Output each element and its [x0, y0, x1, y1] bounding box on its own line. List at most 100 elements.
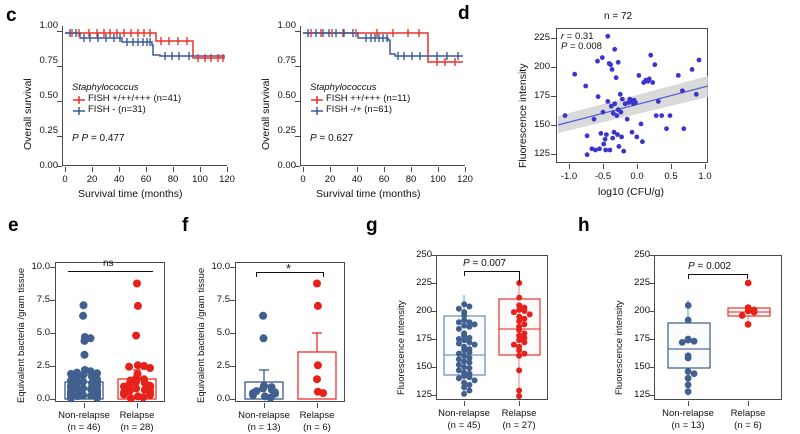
panel-f-sig-tick-right: [323, 272, 325, 277]
ytick-mark: [230, 267, 235, 269]
panel-f-group-label-1: Non-relapse (n = 13): [232, 410, 296, 434]
panel-g-sig-tick-left: [464, 271, 466, 276]
ytick-label: 150: [634, 361, 650, 372]
xtick-label: 100: [192, 174, 208, 185]
panel-f: Equivalent bacteria /gram tissue 10.0 7.…: [178, 215, 358, 433]
ytick-label: 0.50: [39, 90, 59, 101]
xtick-label: 40: [351, 174, 363, 185]
xtick-label: 60: [140, 174, 152, 185]
ytick-label: 175: [634, 333, 650, 344]
ytick-mark: [649, 283, 654, 285]
ytick-label: 5.0: [216, 327, 230, 338]
xtick-mark: [603, 164, 605, 169]
panel-letter-d: d: [458, 3, 470, 24]
ytick-label: 175: [534, 90, 550, 101]
xtick-mark: [438, 167, 440, 172]
group-n: (n = 27): [502, 419, 536, 431]
ytick-mark: [57, 66, 62, 68]
group-title: Non-relapse: [238, 410, 290, 421]
group-title: Relapse: [501, 408, 537, 419]
ytick-mark: [50, 333, 55, 335]
group-n: (n = 6): [734, 419, 762, 431]
panel-h-group-label-2: Relapse (n = 6): [719, 408, 777, 432]
xtick-mark: [384, 167, 386, 172]
panel-g-significance: P = 0.007: [463, 258, 507, 269]
panel-d-title: n = 72: [604, 11, 633, 22]
xtick-label: 0.0: [630, 171, 644, 182]
xtick-mark: [65, 167, 67, 172]
xtick-mark: [317, 403, 319, 408]
ytick-label: 200: [634, 305, 650, 316]
xtick-mark: [519, 401, 521, 406]
panel-c-left-plot-frame: [62, 26, 227, 166]
xtick-mark: [569, 164, 571, 169]
ytick-label: 225: [416, 277, 432, 288]
panel-c-left-curves: [65, 29, 225, 62]
xtick-label: -0.5: [594, 171, 612, 182]
ytick-mark: [295, 31, 300, 33]
group-title: Non-relapse: [58, 410, 110, 421]
xtick-mark: [330, 167, 332, 172]
group-n: (n = 28): [120, 421, 154, 433]
ytick-label: 250: [416, 249, 432, 260]
ytick-mark: [57, 166, 62, 168]
ytick-label: 10.0: [211, 261, 231, 272]
ytick-label: 2.5: [216, 360, 230, 371]
ytick-label: 0.75: [277, 55, 297, 66]
panel-c-left-legend-blue: FISH - (n=31): [88, 104, 146, 115]
panel-f-plot-frame: [235, 262, 345, 402]
panel-h-sig-bar: [688, 274, 748, 276]
ytick-label: 0.75: [39, 55, 59, 66]
panel-c-left: Overall survival 1.00 0.75 0.50 0.25 0.0…: [0, 0, 240, 210]
xtick-mark: [173, 167, 175, 172]
xtick-mark: [671, 164, 673, 169]
ytick-label: 1.00: [277, 20, 297, 31]
xtick-mark: [464, 401, 466, 406]
ytick-mark: [431, 283, 436, 285]
panel-letter-f: f: [182, 215, 189, 236]
xtick-label: 120: [219, 174, 235, 185]
legend-marker-blue: [311, 107, 323, 115]
xtick-label: 20: [324, 174, 336, 185]
xtick-mark: [92, 167, 94, 172]
group-title: Non-relapse: [438, 408, 490, 419]
group-title: Relapse: [730, 408, 766, 419]
panel-e-sig-bar: [68, 271, 153, 273]
group-n: (n = 13): [671, 419, 705, 431]
ytick-mark: [431, 395, 436, 397]
panel-e-group-label-1: Non-relapse (n = 46) Non-relapse (n = 46…: [52, 410, 116, 434]
ytick-label: 0.25: [277, 125, 297, 136]
panel-letter-h: h: [578, 215, 590, 236]
ytick-mark: [230, 399, 235, 401]
ytick-mark: [50, 366, 55, 368]
panel-h-plot-frame: [654, 255, 782, 400]
ytick-label: 125: [634, 389, 650, 400]
ytick-label: 0.0: [216, 393, 230, 404]
ytick-mark: [295, 166, 300, 168]
ytick-label: 0.50: [277, 90, 297, 101]
ytick-mark: [50, 267, 55, 269]
xtick-mark: [303, 167, 305, 172]
xtick-label: 120: [457, 174, 473, 185]
xtick-mark: [227, 167, 229, 172]
ytick-mark: [431, 367, 436, 369]
group-title: Relapse: [119, 410, 155, 421]
group-n: (n = 13): [247, 421, 281, 433]
panel-c-left-legend-title: Staphylococcus: [72, 82, 139, 93]
ytick-mark: [431, 339, 436, 341]
xtick-mark: [119, 167, 121, 172]
ytick-mark: [431, 311, 436, 313]
panel-g-group-label-1: Non-relapse (n = 45): [432, 408, 496, 432]
panel-f-group-label-2: Relapse (n = 6): [288, 410, 346, 434]
ytick-label: 7.5: [216, 294, 230, 305]
panel-c-right-legend-blue: FISH -/+ (n=61): [326, 104, 392, 115]
xtick-label: 80: [167, 174, 179, 185]
ytick-mark: [230, 333, 235, 335]
panel-c-right-plot-frame: [300, 26, 465, 166]
legend-marker-red: [73, 96, 85, 104]
legend-marker-red: [311, 96, 323, 104]
panel-e-group-label-2: Relapse (n = 28): [108, 410, 166, 434]
ytick-mark: [551, 38, 556, 40]
xtick-mark: [688, 401, 690, 406]
ytick-label: 150: [416, 361, 432, 372]
